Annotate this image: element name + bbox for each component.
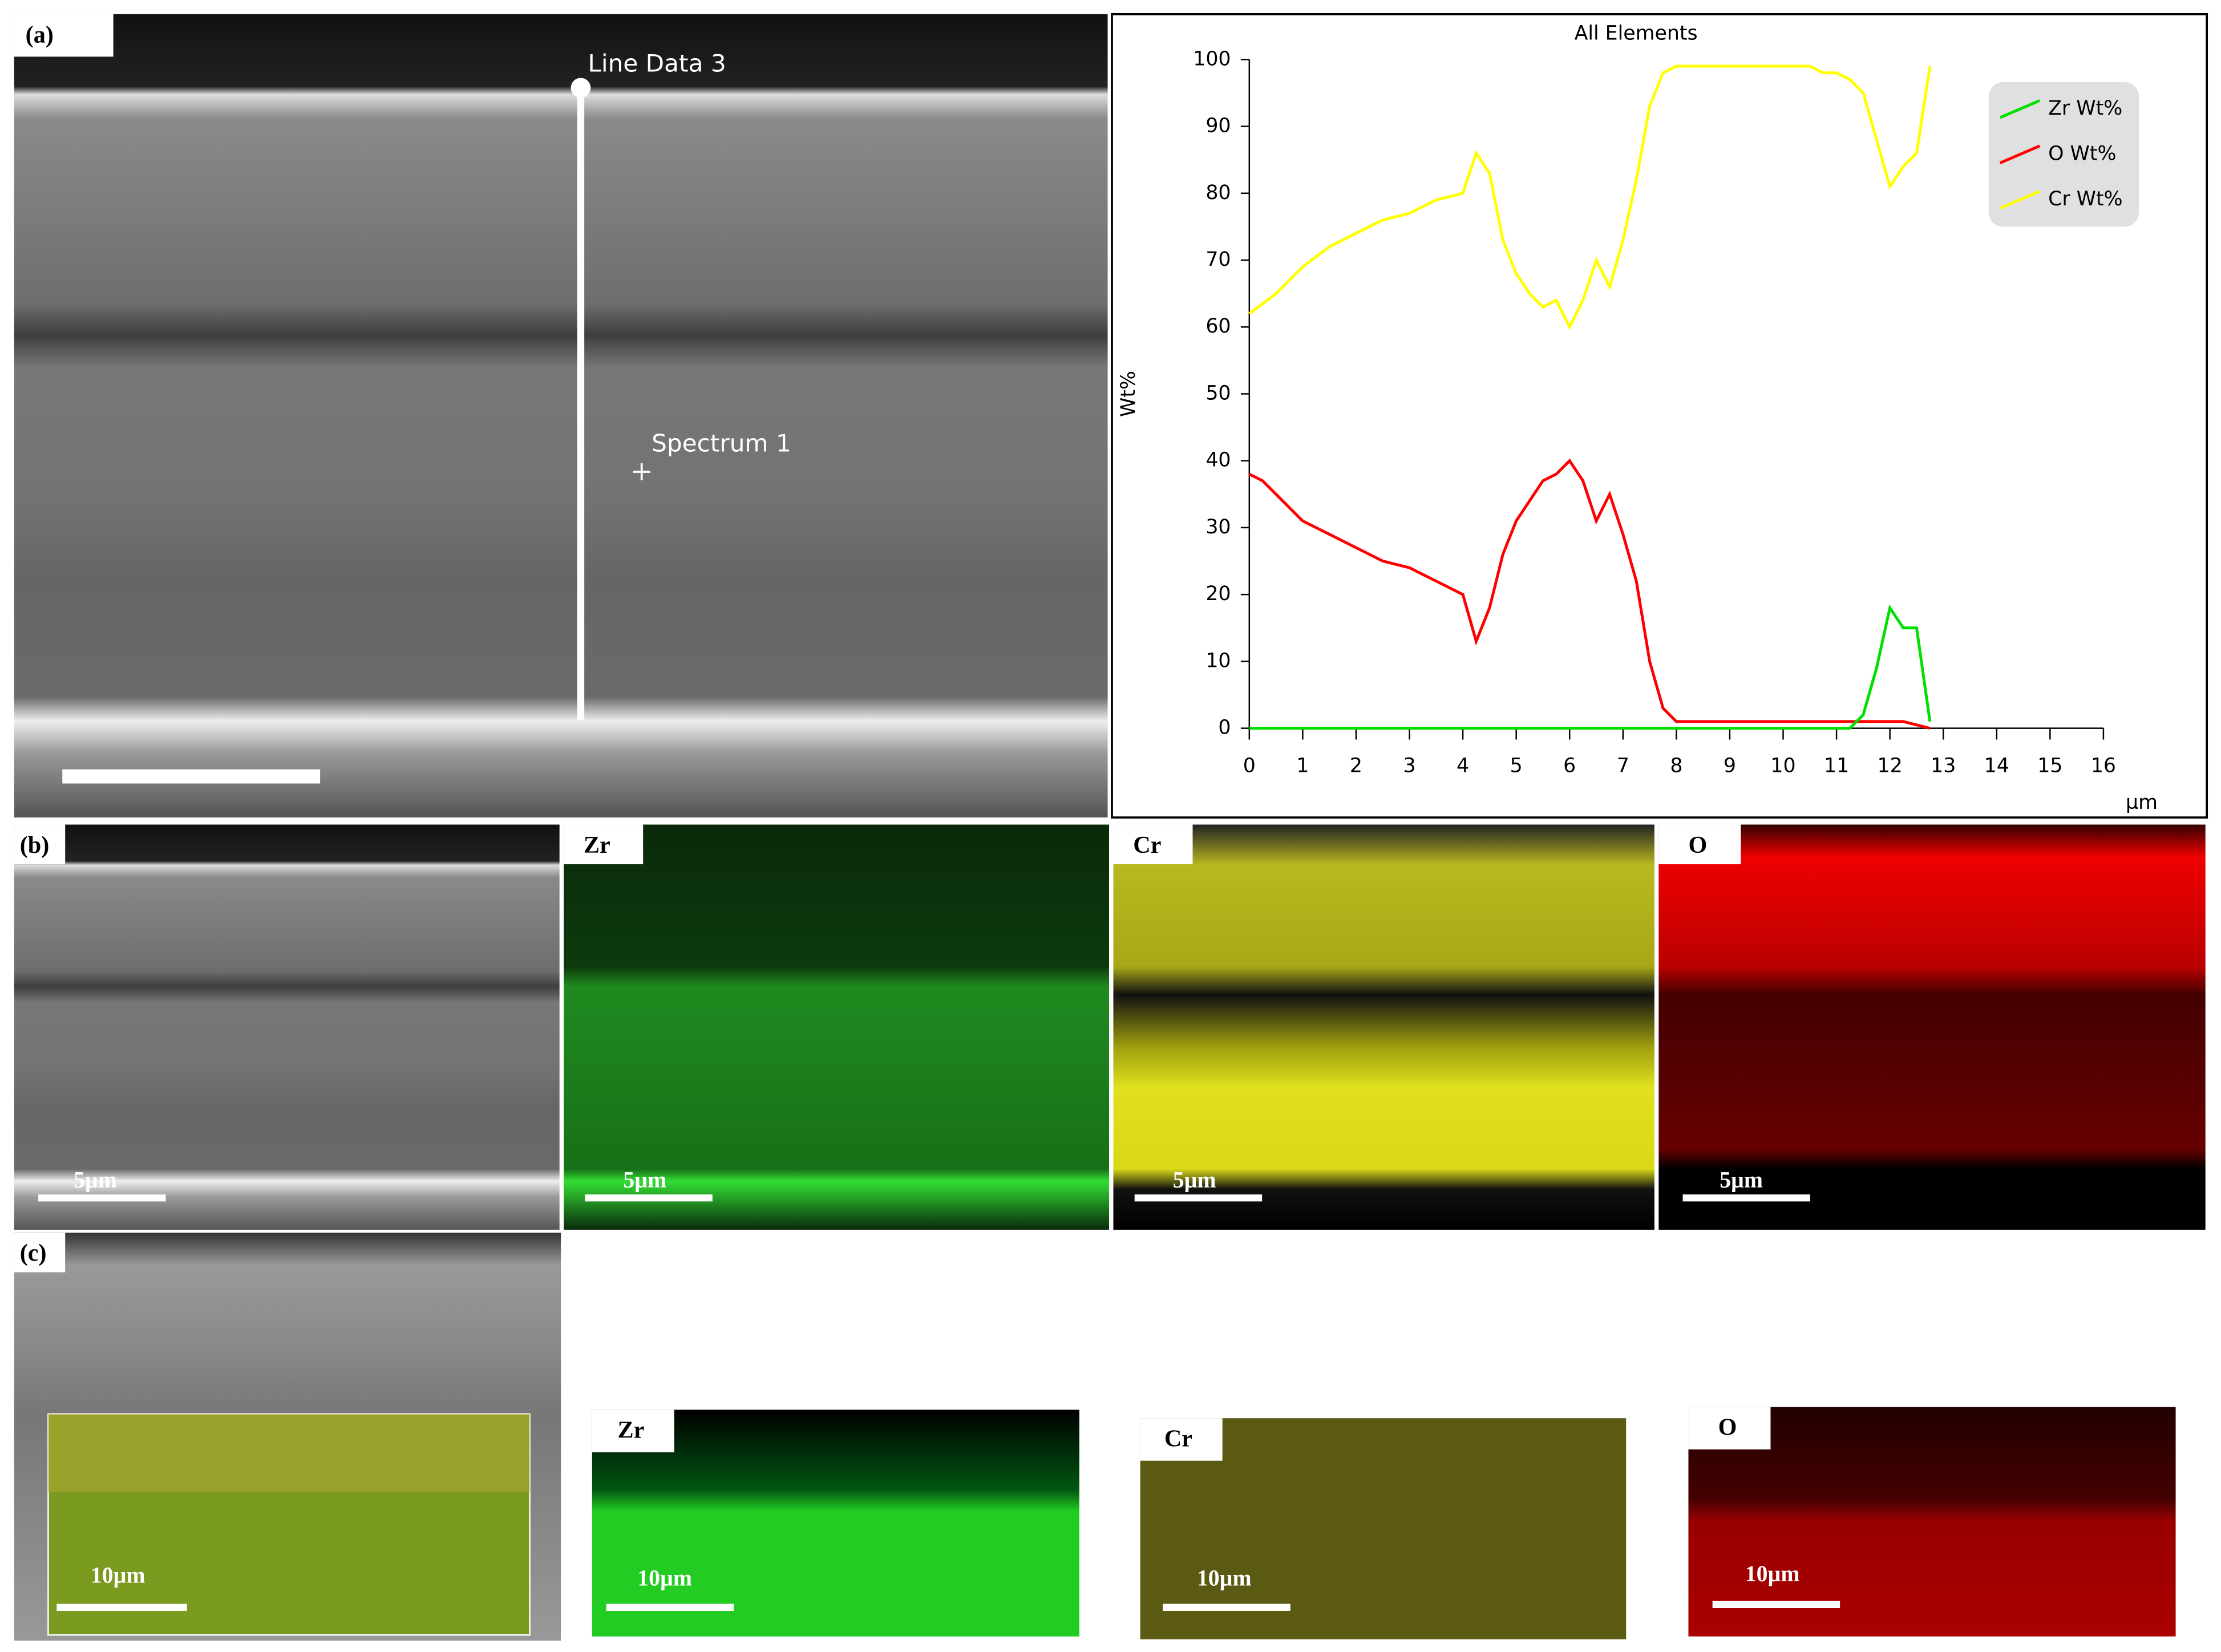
x-tick-label: 9: [1724, 755, 1736, 778]
x-tick-label: 7: [1617, 755, 1629, 778]
panel-label: (a): [26, 21, 54, 48]
legend-label: Cr Wt%: [2048, 188, 2123, 210]
x-tick-label: 6: [1563, 755, 1576, 778]
y-tick-label: 0: [1218, 716, 1231, 739]
y-axis-label: Wt%: [1117, 371, 1140, 417]
scale-bar: [38, 1194, 166, 1202]
o-map: [1658, 824, 2206, 1230]
x-tick-label: 1: [1296, 755, 1309, 778]
scale-bar: [606, 1604, 734, 1611]
cr-map: [1113, 824, 1654, 1230]
scale-bar: [56, 1604, 187, 1611]
x-tick-label: 13: [1931, 755, 1956, 778]
data-line: [1249, 604, 1932, 730]
map-label: O: [1688, 832, 1707, 859]
scale-label: 5µm: [623, 1167, 666, 1192]
label-box: [1658, 824, 1741, 865]
x-tick-label: 4: [1457, 755, 1469, 778]
scale-bar: [1682, 1194, 1810, 1202]
sem-image: [14, 824, 560, 1230]
y-tick-label: 60: [1205, 315, 1231, 338]
x-tick-label: 8: [1670, 755, 1682, 778]
y-tick-label: 40: [1205, 449, 1231, 472]
map-label: Cr: [1133, 832, 1161, 859]
scale-bar: [1134, 1194, 1263, 1202]
y-tick-label: 30: [1205, 516, 1231, 538]
legend-swatch: [1999, 190, 2041, 210]
zr-map: [564, 824, 1110, 1230]
legend-swatch: [1999, 144, 2041, 164]
scale-label: 10µm: [1197, 1565, 1252, 1590]
legend-box: [1988, 82, 2139, 227]
y-tick-label: 100: [1193, 47, 1231, 70]
map-label: Zr: [617, 1417, 644, 1444]
scale-bar: [1712, 1601, 1840, 1609]
x-tick-label: 10: [1770, 755, 1795, 778]
chart: All Elements Wt% µm 0 10 20 30 40 50 60 70 80 90 100 0…: [1117, 22, 2158, 815]
scale-label: 10µm: [637, 1565, 692, 1590]
y-tick-label: 50: [1205, 382, 1231, 404]
spectrum-marker: [633, 463, 650, 480]
y-tick-label: 10: [1205, 649, 1231, 672]
scale-label: 10µm: [91, 1562, 145, 1588]
scale-label: 10µm: [1745, 1561, 1800, 1586]
scale-bar: [62, 769, 321, 784]
scan-start: [571, 78, 591, 98]
x-tick-label: 15: [2037, 755, 2062, 778]
y-tick-label: 70: [1205, 248, 1231, 271]
chart-title: All Elements: [1575, 22, 1698, 45]
x-tick-label: 0: [1243, 755, 1256, 778]
label-box: [14, 824, 66, 865]
map-label: Zr: [584, 832, 610, 859]
label-box: [1688, 1407, 1771, 1449]
panel-label: (b): [20, 832, 50, 859]
x-tick-label: 5: [1510, 755, 1523, 778]
map-label: Cr: [1164, 1426, 1192, 1452]
label-box: [1140, 1418, 1223, 1461]
x-tick-label: 12: [1878, 755, 1903, 778]
x-tick-label: 3: [1403, 755, 1415, 778]
data-line: [1248, 64, 1932, 330]
label-box: [1113, 824, 1193, 865]
x-tick-label: 16: [2091, 755, 2116, 778]
legend-label: Zr Wt%: [2048, 97, 2122, 120]
scale-bar: [1163, 1604, 1290, 1611]
label-box: [592, 1410, 674, 1452]
panel-label: (c): [20, 1240, 47, 1266]
x-tick-label: 11: [1824, 755, 1849, 778]
scale-label: 5µm: [1173, 1167, 1216, 1192]
data-line: [1248, 458, 1931, 730]
scale-bars: 5µm 5µm 5µm 5µm: [38, 1167, 1810, 1202]
legend-label: O Wt%: [2048, 143, 2116, 165]
scale-bar: [585, 1194, 713, 1202]
line-label: Line Data 3: [588, 50, 726, 78]
y-tick-label: 20: [1205, 582, 1231, 605]
x-axis-label: µm: [2126, 791, 2158, 814]
spectrum-label: Spectrum 1: [652, 429, 791, 457]
y-tick-label: 90: [1205, 115, 1231, 137]
x-tick-label: 14: [1984, 755, 2009, 778]
scale-label: 5µm: [74, 1167, 117, 1192]
map-label: O: [1718, 1414, 1737, 1441]
sem-image: [14, 14, 1108, 818]
scale-label: 5µm: [1720, 1167, 1763, 1192]
label-box: [14, 1232, 66, 1273]
overlay-band: [48, 1414, 530, 1492]
scale-bars: 10µm 10µm 10µm 10µm: [56, 1561, 1840, 1611]
label-box: [14, 14, 114, 57]
y-tick-label: 80: [1205, 181, 1231, 204]
legend-swatch: [1999, 99, 2041, 119]
label-box: [564, 824, 644, 865]
x-tick-label: 2: [1350, 755, 1362, 778]
